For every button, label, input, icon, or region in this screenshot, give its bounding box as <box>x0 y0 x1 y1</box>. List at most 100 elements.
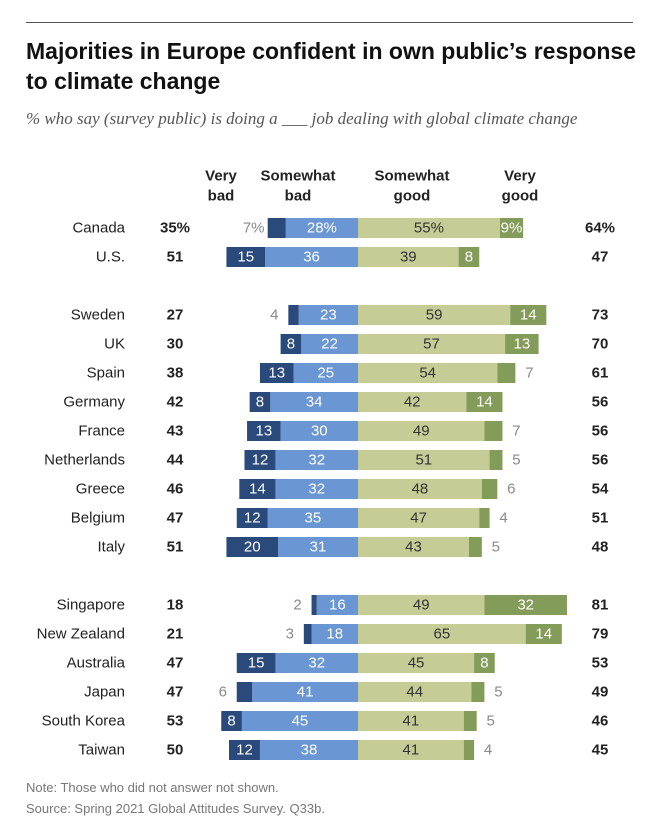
value-label-somewhat-bad: 18 <box>326 626 343 643</box>
bar-somewhat-bad-u-s- <box>265 247 358 267</box>
bad-total-label: 46 <box>167 481 184 498</box>
bar-very-bad-italy <box>226 537 279 557</box>
country-label: Sweden <box>71 307 125 324</box>
value-label-very-bad: 8 <box>256 394 264 411</box>
bar-very-bad-taiwan <box>229 740 260 760</box>
bar-somewhat-good-sweden <box>358 305 511 325</box>
good-total-label: 64% <box>585 220 615 237</box>
value-label-somewhat-good: 49 <box>413 423 430 440</box>
bar-somewhat-bad-japan <box>252 682 358 702</box>
value-label-very-good: 14 <box>535 626 552 643</box>
value-label-very-bad: 15 <box>237 249 254 266</box>
value-label-very-bad: 3 <box>286 626 294 643</box>
column-header-somewhat-good: Somewhat <box>374 168 449 185</box>
bad-total-label: 27 <box>167 307 184 324</box>
bar-somewhat-bad-new-zealand <box>311 624 358 644</box>
value-label-somewhat-bad: 41 <box>297 684 314 701</box>
value-label-very-good: 6 <box>507 481 515 498</box>
value-label-very-good: 5 <box>492 539 500 556</box>
column-header-very-good: good <box>502 188 539 205</box>
value-label-somewhat-good: 42 <box>404 394 421 411</box>
bar-very-bad-australia <box>236 653 276 673</box>
bar-very-good-canada <box>499 218 524 238</box>
bar-very-good-belgium <box>479 508 490 528</box>
top-rule <box>26 22 633 23</box>
value-label-somewhat-good: 47 <box>410 510 427 527</box>
bar-somewhat-bad-greece <box>275 479 358 499</box>
value-label-very-good: 5 <box>494 684 502 701</box>
bar-very-good-spain <box>497 363 516 383</box>
value-label-somewhat-bad: 32 <box>308 452 325 469</box>
good-total-label: 51 <box>592 510 609 527</box>
country-label: Greece <box>76 481 125 498</box>
bar-somewhat-good-belgium <box>358 508 480 528</box>
good-total-label: 70 <box>592 336 609 353</box>
bar-somewhat-bad-canada <box>285 218 358 238</box>
value-label-somewhat-good: 54 <box>419 365 436 382</box>
value-label-somewhat-bad: 16 <box>329 597 346 614</box>
value-label-somewhat-good: 39 <box>400 249 417 266</box>
value-label-somewhat-good: 45 <box>408 655 425 672</box>
bar-somewhat-good-france <box>358 421 485 441</box>
value-label-somewhat-bad: 25 <box>317 365 334 382</box>
bar-somewhat-bad-south-korea <box>241 711 358 731</box>
value-label-somewhat-good: 57 <box>423 336 440 353</box>
bar-very-bad-germany <box>249 392 271 412</box>
country-label: Canada <box>72 220 125 237</box>
bar-very-bad-south-korea <box>221 711 242 731</box>
bar-somewhat-good-uk <box>358 334 506 354</box>
column-header-somewhat-bad: bad <box>285 188 312 205</box>
bar-somewhat-bad-uk <box>301 334 358 354</box>
value-label-very-bad: 6 <box>219 684 227 701</box>
value-label-somewhat-good: 44 <box>406 684 423 701</box>
value-label-very-bad: 12 <box>252 452 269 469</box>
good-total-label: 48 <box>592 539 609 556</box>
bar-very-good-uk <box>505 334 539 354</box>
bar-very-good-italy <box>468 537 482 557</box>
country-label: Singapore <box>57 597 125 614</box>
bar-somewhat-bad-taiwan <box>259 740 358 760</box>
bar-somewhat-good-singapore <box>358 595 485 615</box>
value-label-somewhat-good: 41 <box>403 742 420 759</box>
value-label-very-bad: 12 <box>244 510 261 527</box>
bar-very-bad-u-s- <box>226 247 266 267</box>
bad-total-label: 21 <box>167 626 184 643</box>
bar-somewhat-good-japan <box>358 682 472 702</box>
value-label-very-good: 4 <box>499 510 507 527</box>
value-label-somewhat-bad: 38 <box>301 742 318 759</box>
bad-total-label: 53 <box>167 713 184 730</box>
country-label: South Korea <box>42 713 126 730</box>
value-label-very-bad: 20 <box>244 539 261 556</box>
bar-very-bad-singapore <box>311 595 317 615</box>
bar-somewhat-bad-france <box>280 421 358 441</box>
bar-somewhat-good-u-s- <box>358 247 459 267</box>
bad-total-label: 35% <box>160 220 190 237</box>
value-label-very-good: 5 <box>512 452 520 469</box>
bar-somewhat-good-netherlands <box>358 450 490 470</box>
bar-very-good-taiwan <box>463 740 475 760</box>
value-label-somewhat-bad: 36 <box>303 249 320 266</box>
column-header-very-good: Very <box>504 168 536 185</box>
column-header-somewhat-good: good <box>394 188 431 205</box>
bad-total-label: 30 <box>167 336 184 353</box>
good-total-label: 47 <box>592 249 609 266</box>
value-label-very-bad: 13 <box>255 423 272 440</box>
bar-very-good-u-s- <box>458 247 480 267</box>
country-label: Germany <box>63 394 125 411</box>
chart-source: Source: Spring 2021 Global Attitudes Sur… <box>26 801 325 816</box>
good-total-label: 56 <box>592 452 609 469</box>
bar-very-good-sweden <box>510 305 547 325</box>
value-label-somewhat-good: 41 <box>403 713 420 730</box>
value-label-very-good: 13 <box>513 336 530 353</box>
country-label: New Zealand <box>37 626 125 643</box>
value-label-somewhat-bad: 22 <box>321 336 338 353</box>
value-label-somewhat-bad: 35 <box>305 510 322 527</box>
value-label-very-bad: 7% <box>243 220 265 237</box>
chart-note: Note: Those who did not answer not shown… <box>26 780 279 795</box>
bar-somewhat-good-spain <box>358 363 498 383</box>
bar-very-bad-greece <box>239 479 276 499</box>
value-label-somewhat-bad: 32 <box>308 481 325 498</box>
country-label: Belgium <box>71 510 125 527</box>
bar-very-bad-netherlands <box>244 450 276 470</box>
chart-title: Majorities in Europe confident in own pu… <box>26 38 636 94</box>
